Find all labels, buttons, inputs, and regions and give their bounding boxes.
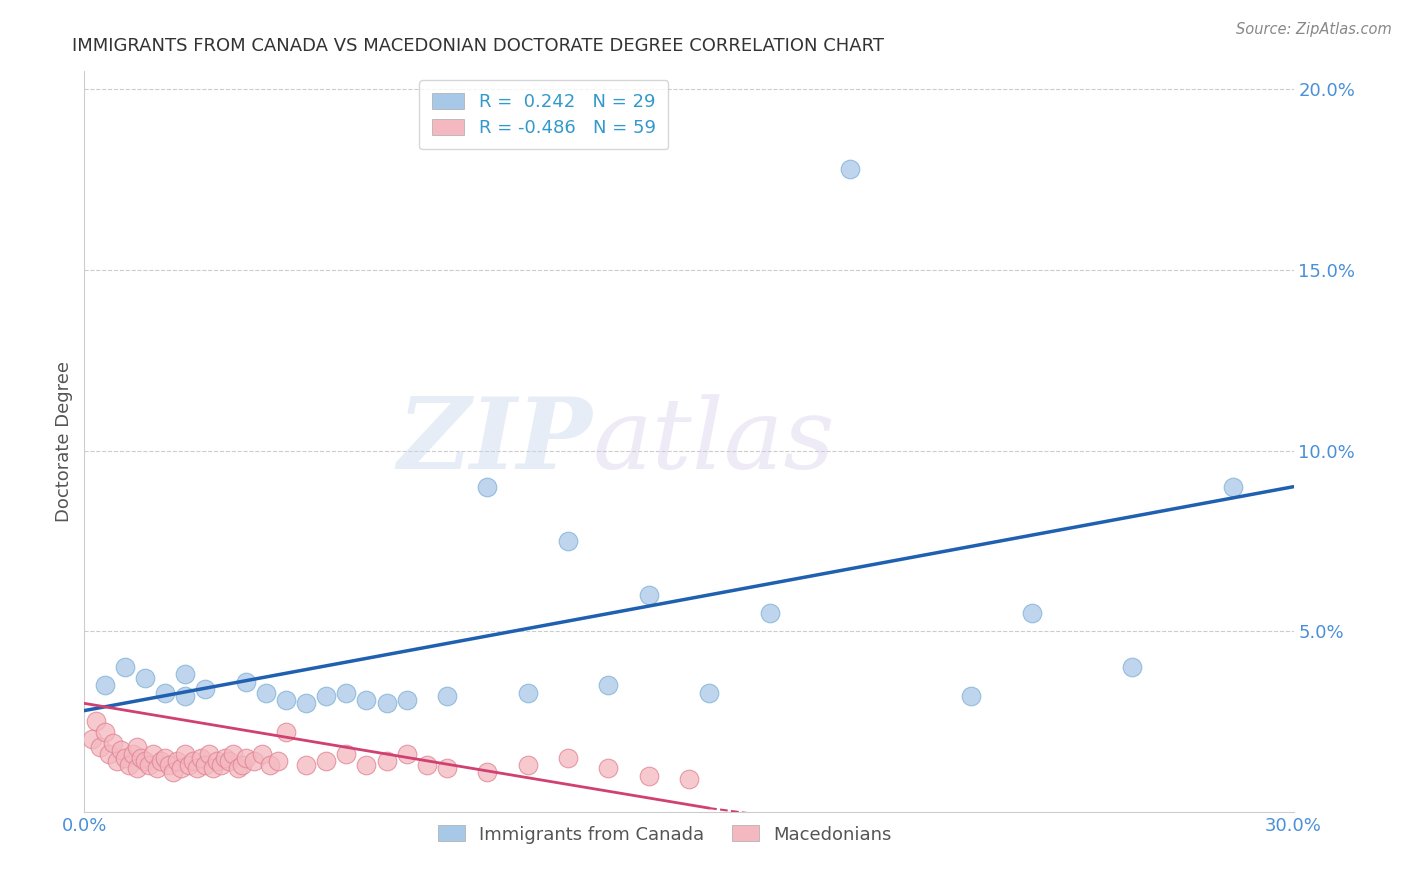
Point — [516, 757, 538, 772]
Point — [557, 533, 579, 548]
Point — [93, 725, 115, 739]
Point — [86, 714, 108, 729]
Point — [174, 747, 197, 761]
Legend: Immigrants from Canada, Macedonians: Immigrants from Canada, Macedonians — [430, 818, 898, 851]
Point — [118, 757, 141, 772]
Text: atlas: atlas — [592, 394, 835, 489]
Point — [259, 757, 281, 772]
Point — [142, 747, 165, 761]
Point — [181, 754, 204, 768]
Point — [222, 747, 245, 761]
Y-axis label: Doctorate Degree: Doctorate Degree — [55, 361, 73, 522]
Point — [274, 692, 297, 706]
Point — [125, 739, 148, 754]
Point — [231, 757, 253, 772]
Point — [697, 685, 720, 699]
Point — [89, 739, 111, 754]
Text: IMMIGRANTS FROM CANADA VS MACEDONIAN DOCTORATE DEGREE CORRELATION CHART: IMMIGRANTS FROM CANADA VS MACEDONIAN DOC… — [72, 37, 884, 54]
Point — [557, 750, 579, 764]
Point — [214, 750, 236, 764]
Point — [114, 750, 136, 764]
Point — [93, 678, 115, 692]
Point — [839, 161, 862, 176]
Point — [678, 772, 700, 787]
Text: Source: ZipAtlas.com: Source: ZipAtlas.com — [1236, 22, 1392, 37]
Point — [356, 757, 378, 772]
Point — [477, 764, 499, 779]
Point — [1021, 606, 1043, 620]
Point — [242, 754, 264, 768]
Point — [235, 750, 257, 764]
Point — [190, 750, 212, 764]
Point — [477, 480, 499, 494]
Point — [267, 754, 290, 768]
Point — [134, 754, 156, 768]
Point — [202, 761, 225, 775]
Point — [1222, 480, 1244, 494]
Point — [226, 761, 249, 775]
Point — [134, 671, 156, 685]
Point — [146, 761, 169, 775]
Point — [138, 757, 160, 772]
Point — [960, 689, 983, 703]
Point — [170, 761, 193, 775]
Point — [335, 747, 357, 761]
Point — [174, 667, 197, 681]
Point — [110, 743, 132, 757]
Point — [186, 761, 208, 775]
Point — [1121, 660, 1143, 674]
Text: ZIP: ZIP — [398, 393, 592, 490]
Point — [375, 697, 398, 711]
Point — [198, 747, 221, 761]
Point — [758, 606, 780, 620]
Point — [125, 761, 148, 775]
Point — [598, 761, 620, 775]
Point — [254, 685, 277, 699]
Point — [395, 692, 418, 706]
Point — [274, 725, 297, 739]
Point — [97, 747, 120, 761]
Point — [153, 750, 176, 764]
Point — [105, 754, 128, 768]
Point — [315, 689, 337, 703]
Point — [295, 697, 318, 711]
Point — [82, 732, 104, 747]
Point — [335, 685, 357, 699]
Point — [174, 689, 197, 703]
Point — [436, 761, 458, 775]
Point — [637, 588, 659, 602]
Point — [207, 754, 229, 768]
Point — [356, 692, 378, 706]
Point — [114, 660, 136, 674]
Point — [598, 678, 620, 692]
Point — [149, 754, 172, 768]
Point — [416, 757, 439, 772]
Point — [157, 757, 180, 772]
Point — [209, 757, 232, 772]
Point — [436, 689, 458, 703]
Point — [179, 757, 201, 772]
Point — [395, 747, 418, 761]
Point — [194, 757, 217, 772]
Point — [516, 685, 538, 699]
Point — [166, 754, 188, 768]
Point — [235, 674, 257, 689]
Point — [295, 757, 318, 772]
Point — [250, 747, 273, 761]
Point — [194, 681, 217, 696]
Point — [218, 754, 240, 768]
Point — [101, 736, 124, 750]
Point — [315, 754, 337, 768]
Point — [153, 685, 176, 699]
Point — [637, 769, 659, 783]
Point — [375, 754, 398, 768]
Point — [162, 764, 184, 779]
Point — [121, 747, 143, 761]
Point — [129, 750, 152, 764]
